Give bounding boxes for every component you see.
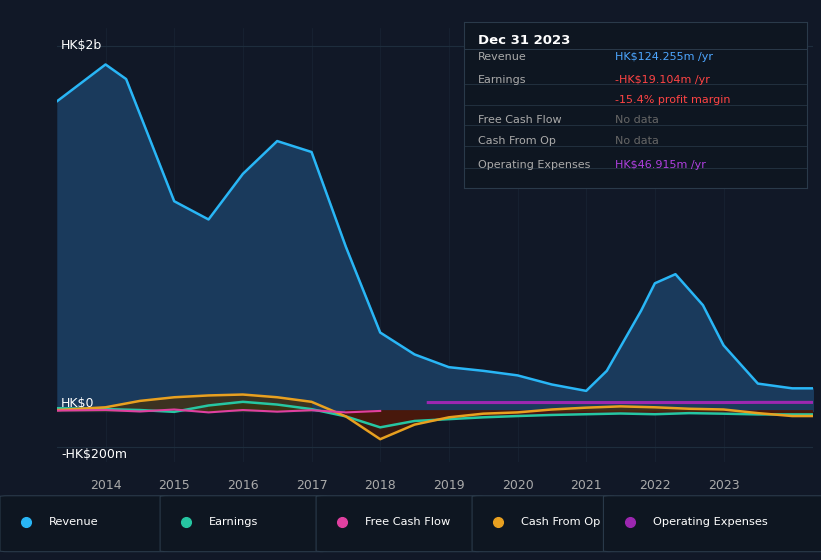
- Text: HK$0: HK$0: [61, 398, 94, 410]
- FancyBboxPatch shape: [472, 496, 614, 552]
- Text: Operating Expenses: Operating Expenses: [653, 517, 768, 527]
- Text: Cash From Op: Cash From Op: [478, 137, 556, 146]
- Text: 2021: 2021: [571, 479, 602, 492]
- Text: 2018: 2018: [365, 479, 396, 492]
- Text: HK$46.915m /yr: HK$46.915m /yr: [615, 160, 706, 170]
- Text: 2014: 2014: [89, 479, 122, 492]
- Text: 2023: 2023: [708, 479, 740, 492]
- FancyBboxPatch shape: [160, 496, 327, 552]
- Text: 2019: 2019: [433, 479, 465, 492]
- Text: Revenue: Revenue: [49, 517, 99, 527]
- Text: Free Cash Flow: Free Cash Flow: [478, 115, 562, 125]
- Text: No data: No data: [615, 137, 658, 146]
- Text: 2020: 2020: [502, 479, 534, 492]
- Text: Free Cash Flow: Free Cash Flow: [365, 517, 451, 527]
- Text: HK$2b: HK$2b: [61, 40, 102, 53]
- FancyBboxPatch shape: [603, 496, 821, 552]
- Text: 2022: 2022: [639, 479, 671, 492]
- FancyBboxPatch shape: [0, 496, 168, 552]
- Text: 2016: 2016: [227, 479, 259, 492]
- Text: Earnings: Earnings: [209, 517, 259, 527]
- Text: -15.4% profit margin: -15.4% profit margin: [615, 95, 731, 105]
- Text: 2015: 2015: [158, 479, 190, 492]
- Text: Operating Expenses: Operating Expenses: [478, 160, 590, 170]
- Text: 2017: 2017: [296, 479, 328, 492]
- Text: Dec 31 2023: Dec 31 2023: [478, 34, 570, 47]
- FancyBboxPatch shape: [316, 496, 483, 552]
- Text: -HK$200m: -HK$200m: [61, 449, 127, 461]
- Text: Cash From Op: Cash From Op: [521, 517, 601, 527]
- Text: Earnings: Earnings: [478, 75, 526, 85]
- Text: No data: No data: [615, 115, 658, 125]
- Text: -HK$19.104m /yr: -HK$19.104m /yr: [615, 75, 709, 85]
- Text: HK$124.255m /yr: HK$124.255m /yr: [615, 52, 713, 62]
- Text: Revenue: Revenue: [478, 52, 526, 62]
